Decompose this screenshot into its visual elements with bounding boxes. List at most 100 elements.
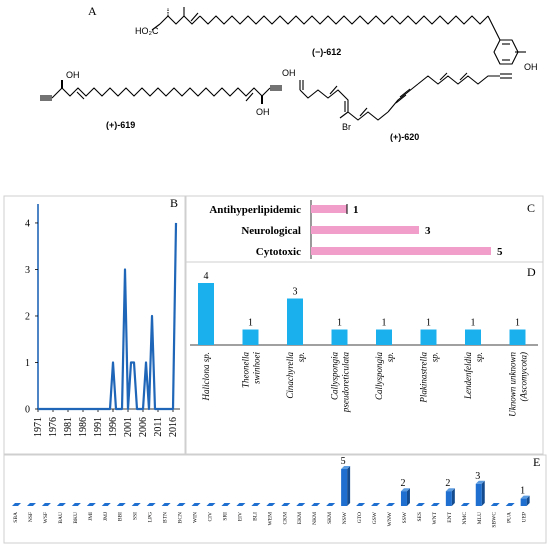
e-category-label: NSF [28,512,34,522]
e-value-label: 5 [341,456,346,467]
e-bar [341,469,348,506]
d-category-line: (Ascomycota) [519,352,529,401]
e-bar-flat [251,503,261,506]
d-bars: 4 Haliclona sp. 1 Theonellaswinhoei 3 Cinachy… [198,271,529,417]
e-bar-flat [266,503,276,506]
label-oh-619b: OH [256,107,270,117]
b-y-tick-label: 4 [25,218,30,229]
e-bar-flat [296,503,306,506]
d-category-label: Theonellaswinhoei [241,352,262,388]
e-category-label: GSW [372,511,378,524]
c-category-label: Neurological [241,225,301,237]
e-bar-flat [191,503,201,506]
e-category-label: NSW [342,511,348,524]
e-value-label: 2 [445,478,450,489]
b-y-tick-label: 3 [25,265,30,276]
d-category-label: Cinachyrellasp. [285,352,306,399]
e-bar-flat [430,503,440,506]
e-value-label: 2 [400,478,405,489]
e-bar [475,483,482,506]
e-bar-flat [71,503,81,506]
e-category-label: SSI [133,512,139,520]
c-category-label: Antihyperlipidemic [209,204,301,216]
e-category-label: SES [417,512,423,521]
b-series-line [38,222,178,411]
d-category-label: Callyspongiasp. [374,352,395,401]
e-bar-flat [101,503,111,506]
c-bar [311,247,491,255]
e-category-label: WEM [267,512,273,526]
e-bar-side [526,495,530,506]
e-category-label: GTO [357,512,363,523]
e-bar-side [406,488,410,506]
d-category-label: Plakinastrellasp. [419,352,440,404]
e-category-label: MLU [477,512,483,524]
panel-c-label: C [527,201,535,215]
e-category-label: SBWC [492,512,498,528]
panel-b-frame [3,195,186,455]
d-bar [420,329,437,345]
c-value-label: 5 [497,246,503,258]
e-category-label: CIV [207,512,213,522]
e-bar-flat [131,503,141,506]
d-category-label: Haliclona sp. [201,352,211,402]
b-x-ticks: 1971 1976 1981 1986 1991 1996 2001 2006 2011 2016 [33,409,179,437]
d-category-line: pseudoreticulata [341,352,351,414]
panel-d-label: D [527,265,536,279]
e-bar-flat [116,503,126,506]
b-y-tick-label: 0 [25,405,30,416]
e-bar-flat [86,503,96,506]
c-bar [311,205,347,213]
d-category-line: sp. [474,352,484,362]
e-category-label: SSW [402,511,408,523]
d-value-label: 1 [471,318,476,329]
d-bar [376,329,392,345]
e-value-label: 3 [475,471,480,482]
b-x-tick-label: 1981 [63,417,74,437]
panel-d: D 4 Haliclona sp. 1 Theonellaswinhoei 3 Cinac… [185,261,544,455]
e-bar-flat [505,503,515,506]
d-category-line: sp. [385,352,395,362]
e-category-label: LPG [148,512,154,522]
e-category-label: EIV [237,512,243,521]
c-value-label: 3 [425,225,431,237]
panel-e: E SBA NSF WSF BAU BKU JMI JMJ BBI SSI LPG BTN BCN WI… [3,454,547,544]
b-x-tick-label: 1991 [93,417,104,437]
e-bar-flat [415,503,425,506]
structure-612 [151,7,526,65]
e-category-label: BLI [252,512,258,521]
e-bars: SBA NSF WSF BAU BKU JMI JMJ BBI SSI LPG BTN BCN WIN C… [12,456,530,528]
panel-a: A HO₂C OH (−)-612 [40,4,538,142]
panel-e-label: E [533,455,540,469]
d-value-label: 1 [248,318,253,329]
d-bar [242,329,259,345]
e-bar-side [347,466,351,506]
d-category-line: Lendenfeldia [463,352,473,400]
e-bar-flat [176,503,186,506]
e-category-label: WNW [387,511,393,526]
d-bar [287,298,303,345]
b-series [38,222,178,411]
label-br: Br [342,122,351,132]
b-y-tick-label: 2 [25,311,30,322]
label-ho2c: HO₂C [135,26,159,36]
e-bar-flat [26,503,36,506]
panel-b-label: B [170,196,178,210]
e-bar-top [475,480,485,484]
e-bar-top [341,466,351,469]
e-category-label: PUA [507,512,513,523]
b-y-ticks: 0 1 2 3 4 [25,218,38,416]
e-bar-top [520,495,530,499]
structure-619 [40,80,282,104]
d-category-label: Lendenfeldiasp. [463,352,484,400]
e-bar-flat [236,503,246,506]
b-x-tick-label: 2011 [153,417,164,437]
e-category-label: WSF [43,512,49,523]
compound-620-label: (+)-620 [390,132,419,142]
panel-a-label: A [88,4,97,18]
d-category-line: Uknown unknown [508,352,518,417]
d-bar [509,329,526,345]
e-bar-top [400,488,410,492]
d-category-line: sp. [430,352,440,362]
